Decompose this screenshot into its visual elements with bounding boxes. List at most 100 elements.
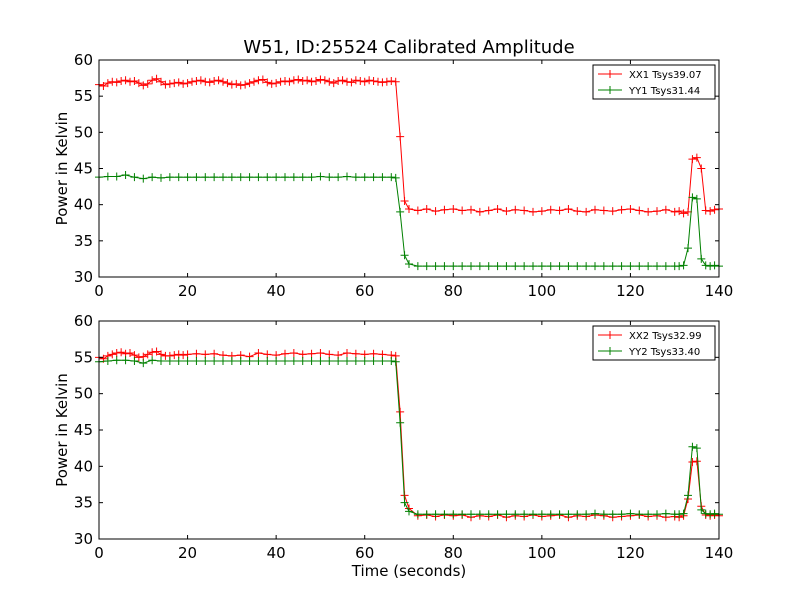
- data-point: [396, 132, 405, 141]
- data-point: [351, 349, 360, 358]
- data-point: [692, 444, 701, 453]
- data-point: [126, 348, 134, 357]
- data-point: [307, 77, 316, 86]
- y-tick-label: 50: [74, 385, 93, 403]
- data-point: [684, 491, 692, 500]
- y-tick-label: 40: [74, 196, 93, 214]
- data-point: [201, 173, 210, 182]
- data-point: [546, 262, 555, 271]
- data-point: [573, 207, 582, 216]
- x-tick-label: 0: [94, 544, 104, 562]
- data-point: [679, 509, 688, 518]
- data-point: [303, 76, 312, 85]
- data-point: [165, 173, 174, 182]
- data-point: [143, 79, 152, 88]
- legend-label: YY2 Tsys33.40: [628, 347, 700, 358]
- data-point: [289, 356, 298, 365]
- data-point: [179, 351, 188, 360]
- data-point: [254, 356, 263, 365]
- data-point: [157, 77, 165, 86]
- data-point: [316, 172, 325, 181]
- data-point: [537, 510, 546, 519]
- x-tick-label: 0: [94, 282, 104, 300]
- y-tick-label: 45: [74, 421, 93, 439]
- data-point: [387, 76, 396, 85]
- legend-label: YY1 Tsys31.44: [628, 86, 700, 97]
- legend-entry: XX2 Tsys32.99: [598, 331, 702, 342]
- data-point: [179, 79, 188, 88]
- data-point: [710, 205, 719, 214]
- data-point: [475, 207, 484, 216]
- data-point: [121, 356, 130, 365]
- chart-title: W51, ID:25524 Calibrated Amplitude: [243, 37, 574, 58]
- data-point: [413, 206, 422, 215]
- data-point: [391, 357, 400, 366]
- x-tick-label: 80: [444, 282, 463, 300]
- data-point: [289, 348, 298, 357]
- data-point: [546, 205, 555, 214]
- data-point: [103, 79, 112, 88]
- data-point: [121, 76, 130, 85]
- data-point: [108, 350, 117, 359]
- data-point: [289, 76, 298, 85]
- data-point: [351, 76, 360, 85]
- data-point: [582, 262, 591, 271]
- series-1-1: [95, 74, 723, 218]
- data-point: [706, 262, 715, 271]
- data-point: [365, 76, 374, 85]
- data-point: [697, 254, 706, 263]
- data-point: [520, 510, 529, 519]
- data-point: [205, 78, 214, 87]
- data-point: [688, 457, 697, 466]
- data-point: [626, 509, 635, 518]
- data-point: [591, 262, 599, 271]
- data-point: [272, 173, 281, 182]
- data-point: [236, 356, 245, 365]
- y-tick-label: 30: [74, 530, 93, 548]
- data-point: [608, 207, 617, 216]
- data-point: [378, 173, 387, 182]
- data-point: [400, 197, 409, 206]
- data-point: [134, 353, 143, 362]
- data-point: [112, 356, 121, 365]
- data-point: [599, 206, 608, 215]
- data-point: [537, 262, 546, 271]
- data-point: [502, 510, 511, 519]
- legend-marker: [606, 70, 614, 78]
- data-point: [183, 356, 192, 365]
- x-tick-label: 100: [528, 544, 557, 562]
- data-point: [449, 262, 458, 271]
- x-tick-label: 20: [178, 544, 197, 562]
- data-point: [174, 356, 183, 365]
- data-point: [272, 356, 281, 365]
- data-point: [617, 510, 626, 519]
- x-tick-label: 100: [528, 282, 557, 300]
- data-point: [391, 77, 400, 86]
- data-point: [661, 509, 670, 518]
- data-point: [710, 509, 719, 518]
- data-point: [192, 173, 201, 182]
- data-point: [281, 76, 289, 85]
- data-point: [161, 80, 170, 89]
- data-point: [281, 349, 289, 358]
- data-point: [710, 261, 719, 270]
- x-tick-label: 20: [178, 282, 197, 300]
- data-point: [706, 510, 715, 519]
- data-point: [484, 206, 493, 215]
- data-point: [378, 78, 387, 87]
- data-point: [343, 77, 351, 86]
- data-point: [405, 205, 413, 214]
- data-point: [263, 173, 272, 182]
- data-point: [555, 510, 564, 519]
- data-point: [139, 359, 148, 368]
- data-point: [241, 80, 250, 89]
- data-point: [635, 262, 644, 271]
- data-point: [422, 262, 431, 271]
- data-point: [298, 76, 307, 85]
- data-point: [236, 173, 245, 182]
- data-point: [369, 356, 378, 365]
- data-point: [320, 76, 329, 85]
- data-point: [701, 206, 710, 215]
- data-point: [675, 262, 684, 271]
